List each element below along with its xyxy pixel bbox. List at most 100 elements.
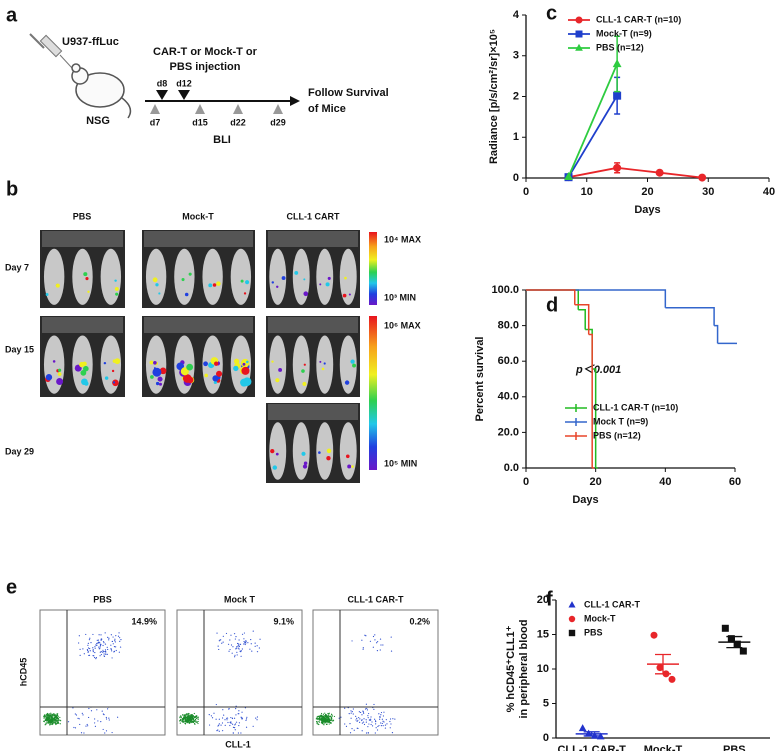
signal <box>325 282 330 287</box>
event <box>187 713 189 715</box>
panel-label: a <box>6 4 18 26</box>
event <box>100 653 102 656</box>
event <box>240 650 242 652</box>
event <box>350 717 352 719</box>
signal <box>84 381 89 386</box>
event <box>364 634 366 636</box>
signal <box>344 380 350 385</box>
legend-line <box>565 432 587 440</box>
event <box>330 718 332 720</box>
event <box>79 648 81 650</box>
mouse <box>339 335 357 394</box>
event <box>74 727 77 729</box>
event <box>77 717 79 720</box>
event <box>48 718 51 720</box>
event <box>322 715 324 718</box>
event <box>376 729 379 731</box>
event <box>197 720 199 723</box>
event <box>324 715 326 717</box>
event <box>192 717 194 719</box>
event <box>97 720 99 722</box>
event <box>331 720 333 722</box>
event <box>327 715 329 717</box>
event <box>374 639 376 641</box>
event <box>103 653 105 655</box>
event <box>375 723 377 725</box>
event <box>230 644 233 646</box>
event <box>330 717 332 719</box>
event <box>367 732 369 734</box>
event <box>88 639 91 641</box>
sem-bar <box>583 731 600 737</box>
mouse <box>269 422 287 480</box>
marker <box>578 724 587 732</box>
signal <box>347 464 352 469</box>
event <box>250 643 252 645</box>
event <box>324 721 326 723</box>
event <box>238 710 240 712</box>
event <box>329 720 331 722</box>
event <box>370 716 372 718</box>
event <box>338 717 340 719</box>
event <box>234 723 237 725</box>
event <box>108 637 110 639</box>
event <box>222 635 224 637</box>
flow-percent: 0.2% <box>409 616 430 626</box>
survival-step <box>714 324 719 344</box>
signal <box>303 363 306 366</box>
event <box>319 715 321 717</box>
event <box>90 642 92 644</box>
event <box>383 711 385 713</box>
event <box>94 647 96 649</box>
event <box>240 716 242 718</box>
event <box>231 717 234 720</box>
event <box>115 649 117 652</box>
legend-label: PBS <box>584 627 603 637</box>
event <box>376 642 378 644</box>
event <box>43 717 45 719</box>
signal <box>326 456 331 461</box>
legend-marker <box>575 30 583 38</box>
mouse <box>174 248 195 305</box>
event <box>208 724 211 726</box>
marker <box>727 635 735 643</box>
event <box>194 716 196 718</box>
event <box>56 720 58 722</box>
event <box>89 650 91 652</box>
event <box>254 645 256 647</box>
event <box>90 710 93 712</box>
event <box>216 632 218 634</box>
y-tick-label: 0 <box>543 732 549 744</box>
event <box>185 720 187 722</box>
mouse <box>43 248 65 305</box>
event <box>255 717 257 719</box>
mouse <box>292 248 310 305</box>
event <box>239 650 241 652</box>
event <box>211 717 214 719</box>
event <box>328 721 330 724</box>
legend-marker <box>575 16 583 24</box>
event <box>251 650 253 652</box>
signal <box>271 281 275 284</box>
event <box>363 723 366 726</box>
event <box>345 725 348 727</box>
event <box>379 715 381 718</box>
legend-label: Mock T (n=9) <box>593 416 648 426</box>
event <box>241 711 243 713</box>
event <box>54 720 56 722</box>
signal <box>103 361 107 365</box>
event <box>219 639 221 641</box>
event <box>319 716 321 718</box>
flow-x-label: CLL-1 <box>225 739 251 749</box>
survival-step <box>578 309 586 330</box>
marker <box>650 631 658 639</box>
event <box>52 716 54 719</box>
event <box>368 723 370 725</box>
event <box>78 642 80 644</box>
signal <box>326 448 332 454</box>
signal <box>303 278 306 281</box>
event <box>46 712 49 715</box>
event <box>89 647 91 650</box>
event <box>329 716 331 718</box>
legend-label: Mock-T <box>584 613 616 623</box>
